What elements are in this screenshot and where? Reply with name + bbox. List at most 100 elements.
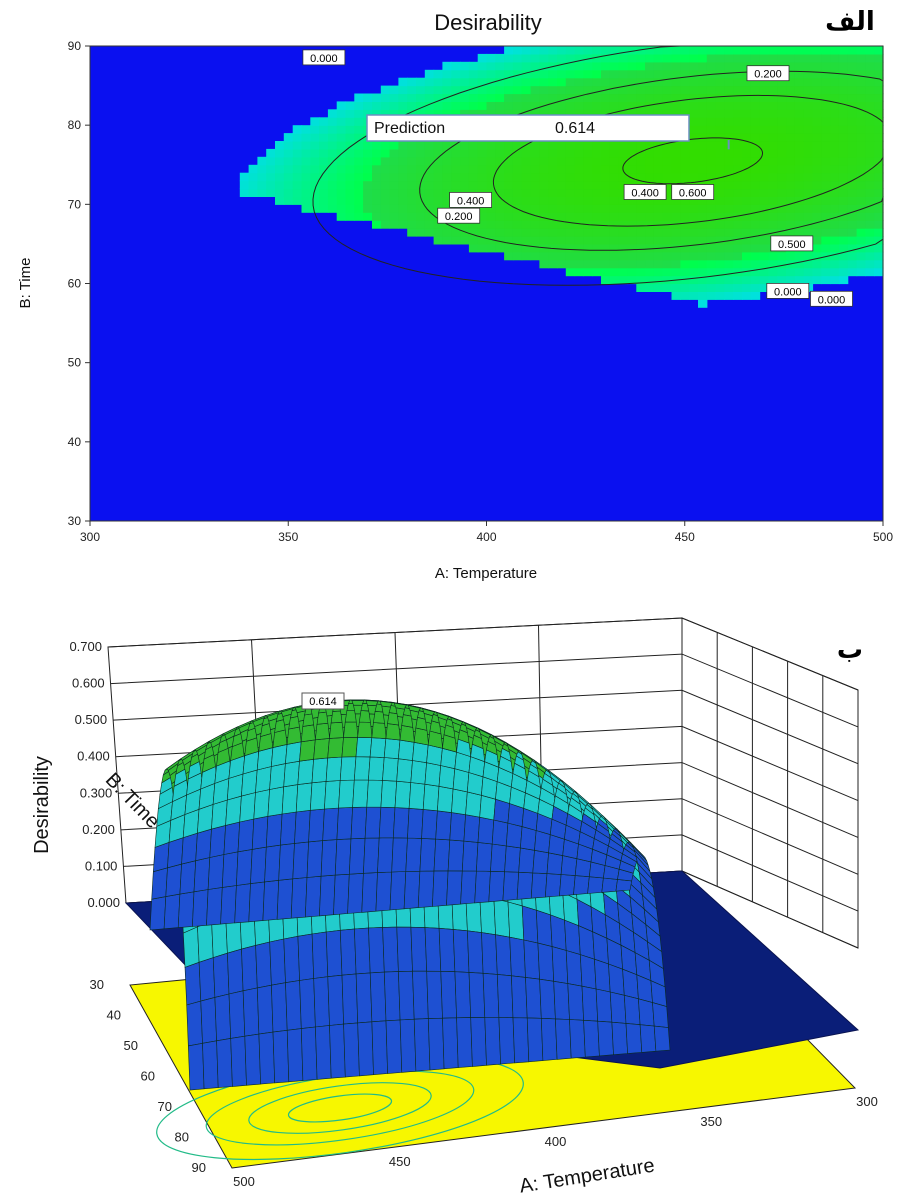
heatmap-cell [521,180,532,190]
heatmap-cell [495,196,505,205]
heatmap-cell [662,172,673,182]
heatmap-cell [706,53,717,63]
heatmap-cell [609,180,620,190]
heatmap-cell [874,46,884,55]
heatmap-cell [504,53,514,63]
heatmap-cell [363,109,373,118]
heatmap-cell [345,196,355,205]
heatmap-cell [768,172,778,182]
heatmap-cell [601,228,611,237]
heatmap-cell [416,228,426,237]
heatmap-cell [592,141,602,150]
heatmap-cell [759,180,769,190]
heatmap-cell [706,148,717,158]
heatmap-cell [724,204,734,213]
heatmap-cell [530,156,540,166]
heatmap-cell [495,180,505,190]
heatmap-cell [609,148,620,158]
heatmap-cell [336,141,347,150]
heatmap-cell [812,243,822,253]
heatmap-cell [468,77,479,87]
heatmap-cell [838,93,849,102]
heatmap-cell [504,85,514,95]
heatmap-cell [601,164,611,174]
heatmap-cell [856,156,866,166]
heatmap-cell [856,53,866,63]
heatmap-cell [283,172,294,182]
heatmap-cell [733,251,743,261]
surface-facet [383,738,401,760]
surface-facet [325,929,343,978]
heatmap-cell [856,164,866,174]
heatmap-cell [874,69,884,79]
heatmap-cell [398,101,408,110]
surface-x-tick-label: 400 [545,1134,567,1149]
surface-facet [363,837,380,874]
heatmap-cell [671,283,681,292]
heatmap-cell [310,133,320,142]
heatmap-cell [671,204,681,213]
heatmap-cell [583,259,593,269]
heatmap-cell [645,156,655,166]
heatmap-cell [557,156,567,166]
y-tick-label: 40 [68,435,82,449]
heatmap-cell [521,228,532,237]
heatmap-cell [380,220,391,229]
heatmap-cell [389,109,399,118]
heatmap-cell [416,85,426,95]
heatmap-cell [698,117,708,126]
surface-facet [652,1002,669,1028]
heatmap-cell [742,228,752,237]
heatmap-cell [442,156,452,166]
heatmap-cell [865,267,875,277]
heatmap-cell [574,188,584,197]
heatmap-cell [803,101,814,110]
surface-facet [179,860,197,895]
heatmap-cell [627,61,637,71]
surface-facet [239,792,256,823]
heatmap-cell [865,228,875,237]
x-axis-label: A: Temperature [435,565,537,582]
heatmap-cell [856,93,866,102]
heatmap-cell [645,267,655,277]
heatmap-cell [486,109,496,118]
heatmap-cell [336,196,347,205]
surface-facet [408,782,426,810]
surface-facet [377,837,394,873]
heatmap-cell [257,156,267,166]
heatmap-cell [847,204,858,213]
heatmap-cell [565,93,576,102]
surface-facet [212,952,230,998]
heatmap-cell [574,109,584,118]
heatmap-cell [786,204,796,213]
heatmap-cell [583,101,593,110]
heatmap-cell [609,109,620,118]
heatmap-cell [601,141,611,150]
surface-facet [163,893,181,930]
heatmap-cell [689,148,699,158]
heatmap-cell [557,61,567,71]
heatmap-cell [821,228,831,237]
heatmap-cell [803,125,814,134]
heatmap-cell [601,243,611,253]
surface-facet [276,878,294,920]
heatmap-cell [354,133,364,142]
heatmap-cell [354,141,364,150]
heatmap-cell [548,220,558,229]
heatmap-cell [433,228,443,237]
heatmap-cell [601,204,611,213]
heatmap-cell [372,172,382,182]
heatmap-cell [803,267,814,277]
heatmap-cell [847,53,858,63]
heatmap-cell [477,109,488,118]
heatmap-cell [777,141,787,150]
surface-facet [313,738,330,760]
heatmap-cell [530,228,540,237]
heatmap-cell [477,228,488,237]
heatmap-cell [865,188,875,197]
heatmap-cell [724,251,734,261]
heatmap-cell [812,101,822,110]
heatmap-cell [557,180,567,190]
heatmap-cell [874,196,884,205]
heatmap-cell [724,85,734,95]
